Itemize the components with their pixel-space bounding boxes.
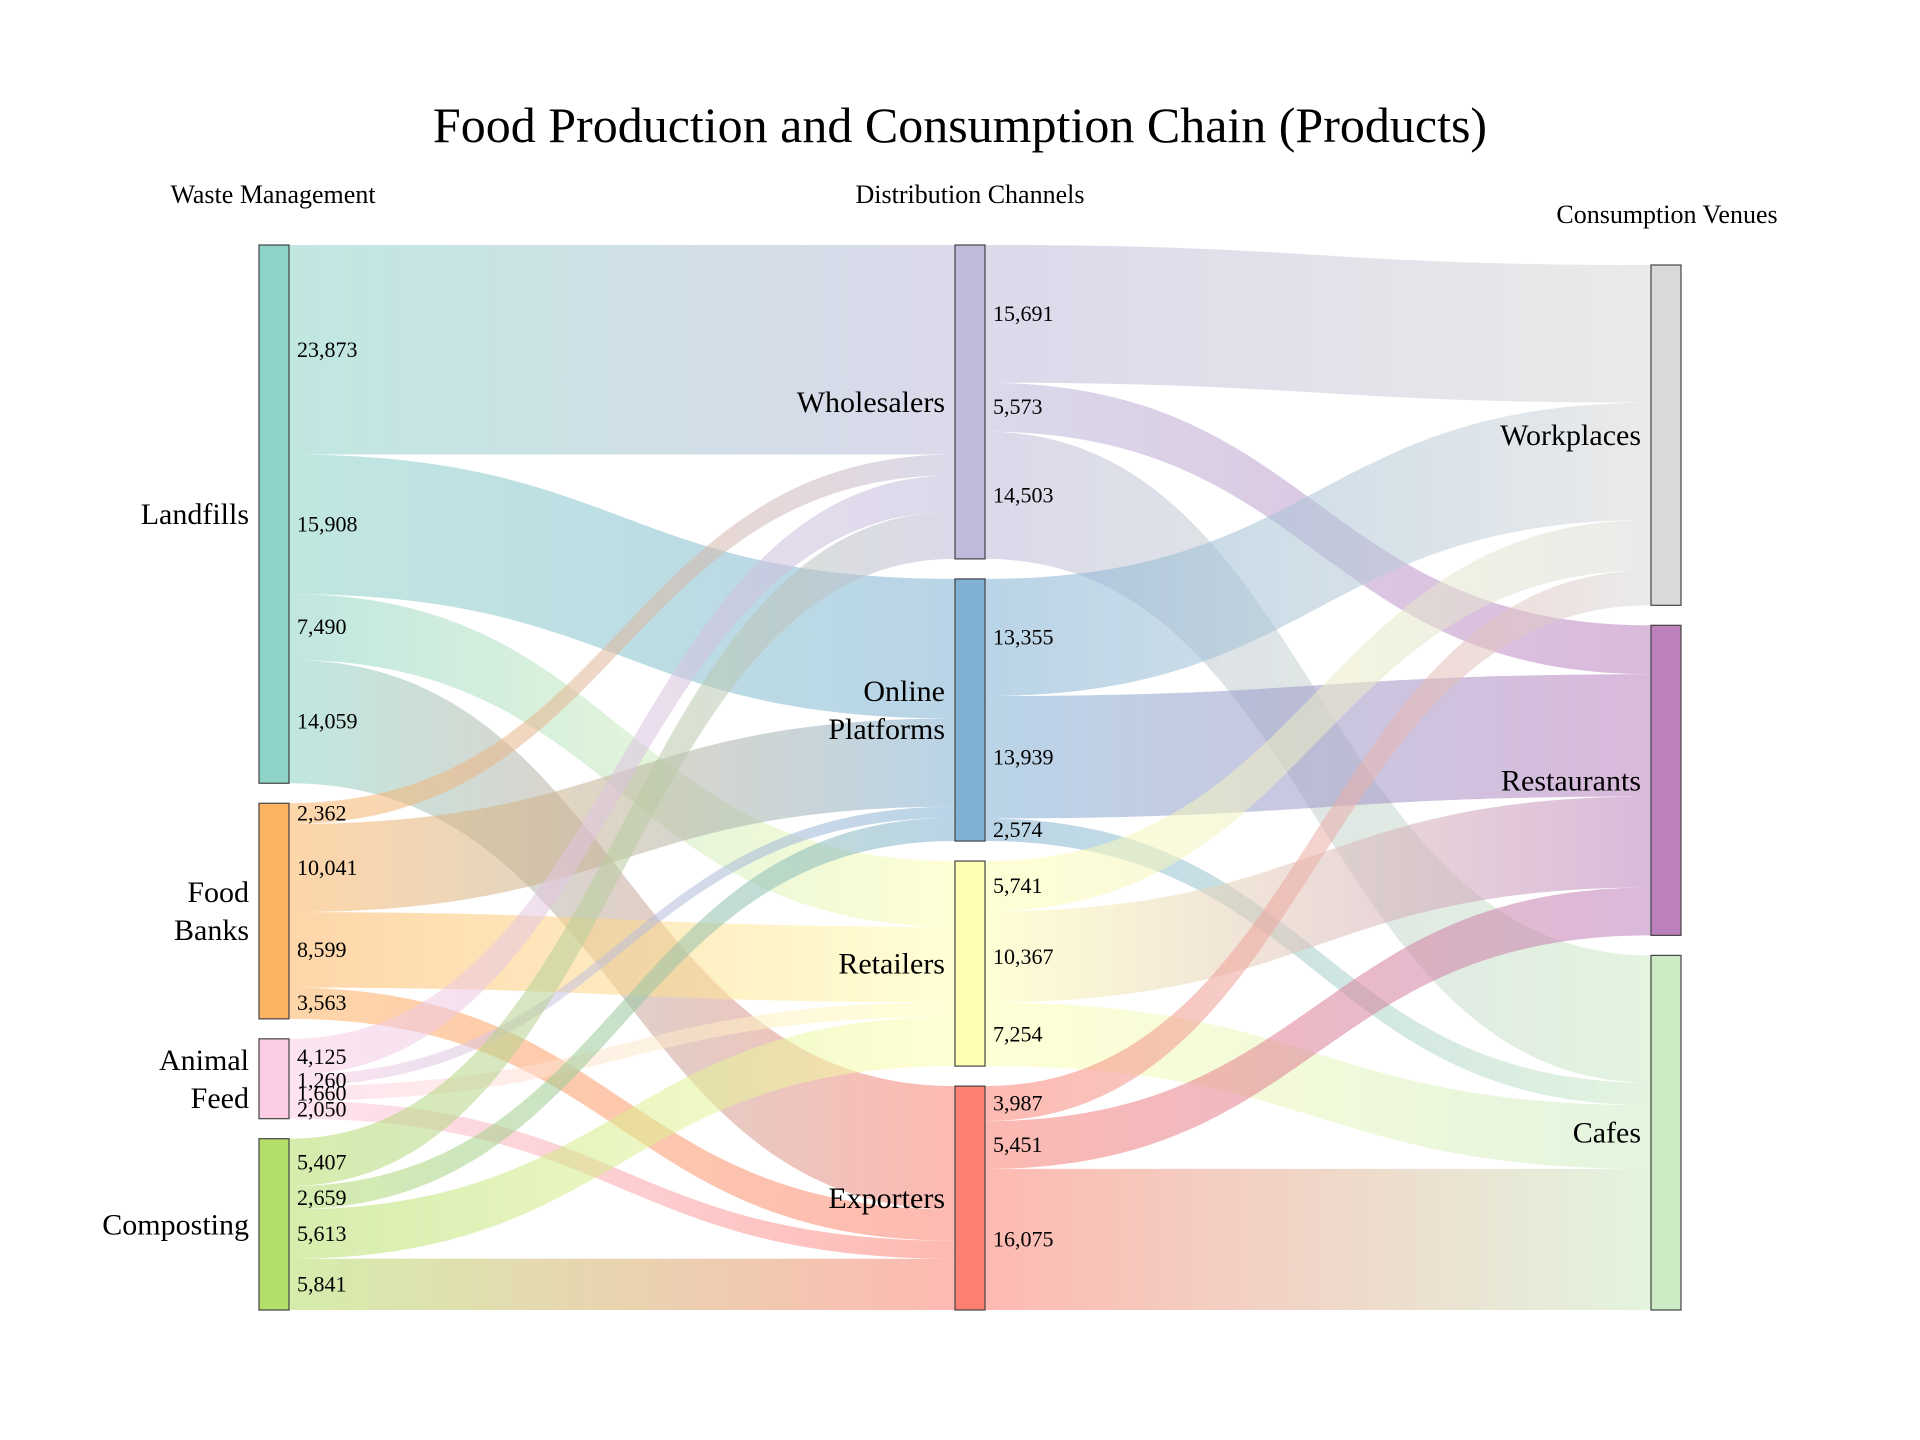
link-value-label: 16,075 — [993, 1226, 1054, 1251]
node-landfills[interactable] — [258, 244, 290, 784]
node-label-retailers: Retailers — [838, 948, 945, 981]
node-label-landfills: Landfills — [141, 498, 249, 531]
node-exporters[interactable] — [954, 1085, 986, 1311]
link-value-label: 5,613 — [297, 1221, 347, 1246]
node-label-animal_feed: Animal Feed — [159, 1044, 249, 1115]
link-online-to-restaurants — [985, 674, 1651, 819]
node-restaurants[interactable] — [1650, 624, 1682, 936]
link-value-label: 5,841 — [297, 1271, 347, 1296]
link-food_banks-to-wholesalers — [289, 454, 955, 824]
link-composting-to-exporters — [289, 1258, 955, 1310]
link-animal_feed-to-exporters — [289, 1100, 955, 1259]
link-landfills-to-online — [289, 454, 955, 719]
link-value-label: 10,041 — [297, 855, 358, 880]
link-retailers-to-restaurants — [985, 796, 1651, 1003]
link-value-label: 3,987 — [993, 1091, 1043, 1116]
link-food_banks-to-online — [289, 718, 955, 913]
link-value-label: 4,125 — [297, 1044, 347, 1069]
link-composting-to-retailers — [289, 1016, 955, 1259]
link-value-label: 2,574 — [993, 817, 1043, 842]
node-retailers[interactable] — [954, 860, 986, 1067]
link-value-label: 1,260 — [297, 1068, 347, 1093]
link-value-label: 5,407 — [297, 1149, 347, 1174]
link-value-label: 15,908 — [297, 511, 358, 536]
link-animal_feed-to-wholesalers — [289, 475, 955, 1076]
link-value-label: 14,503 — [993, 482, 1054, 507]
node-label-wholesalers: Wholesalers — [797, 386, 945, 419]
node-wholesalers[interactable] — [954, 244, 986, 560]
link-value-label: 1,660 — [297, 1080, 347, 1105]
link-value-label: 13,939 — [993, 744, 1054, 769]
node-label-exporters: Exporters — [828, 1182, 945, 1215]
link-value-label: 23,873 — [297, 337, 358, 362]
link-value-label: 2,659 — [297, 1185, 347, 1210]
link-value-label: 14,059 — [297, 709, 358, 734]
link-exporters-to-restaurants — [985, 887, 1651, 1169]
node-composting[interactable] — [258, 1138, 290, 1311]
chart-title: Food Production and Consumption Chain (P… — [433, 97, 1487, 153]
link-retailers-to-workplaces — [985, 519, 1651, 912]
node-label-food_banks: Food Banks — [174, 876, 249, 947]
link-exporters-to-cafes — [985, 1168, 1651, 1310]
column-header-distribution: Distribution Channels — [856, 180, 1085, 209]
link-value-label: 8,599 — [297, 937, 347, 962]
link-value-label: 5,573 — [993, 394, 1043, 419]
node-label-online: Online Platforms — [828, 675, 945, 746]
link-wholesalers-to-workplaces — [985, 245, 1651, 403]
node-cafes[interactable] — [1650, 954, 1682, 1311]
node-online[interactable] — [954, 578, 986, 842]
node-label-restaurants: Restaurants — [1501, 764, 1641, 797]
link-landfills-to-wholesalers — [289, 245, 955, 455]
link-value-label: 10,367 — [993, 944, 1054, 969]
link-value-label: 2,362 — [297, 801, 347, 826]
link-exporters-to-workplaces — [985, 570, 1651, 1122]
node-animal_feed[interactable] — [258, 1038, 290, 1120]
links-layer — [289, 245, 1651, 1310]
node-label-workplaces: Workplaces — [1500, 419, 1641, 452]
link-value-label: 7,490 — [297, 614, 347, 639]
link-value-label: 2,050 — [297, 1097, 347, 1122]
link-animal_feed-to-online — [289, 806, 955, 1087]
link-value-label: 5,741 — [993, 873, 1043, 898]
link-animal_feed-to-retailers — [289, 1002, 955, 1101]
node-label-cafes: Cafes — [1573, 1117, 1641, 1150]
node-workplaces[interactable] — [1650, 264, 1682, 606]
link-online-to-cafes — [985, 818, 1651, 1106]
link-value-label: 13,355 — [993, 625, 1054, 650]
link-online-to-workplaces — [985, 402, 1651, 697]
labels-layer: 23,873 15,908 7,490 14,059 2,362 10,041 8,599 3… — [102, 301, 1641, 1297]
column-header-consumption: Consumption Venues — [1556, 200, 1777, 229]
column-header-waste: Waste Management — [170, 180, 376, 209]
node-food_banks[interactable] — [258, 802, 290, 1020]
link-value-label: 5,451 — [993, 1132, 1043, 1157]
link-composting-to-wholesalers — [289, 511, 955, 1187]
link-value-label: 15,691 — [993, 301, 1054, 326]
node-label-composting: Composting — [102, 1208, 249, 1241]
nodes-layer — [258, 244, 1682, 1311]
link-value-label: 3,563 — [297, 990, 347, 1015]
link-value-label: 7,254 — [993, 1021, 1043, 1046]
link-composting-to-online — [289, 817, 955, 1210]
